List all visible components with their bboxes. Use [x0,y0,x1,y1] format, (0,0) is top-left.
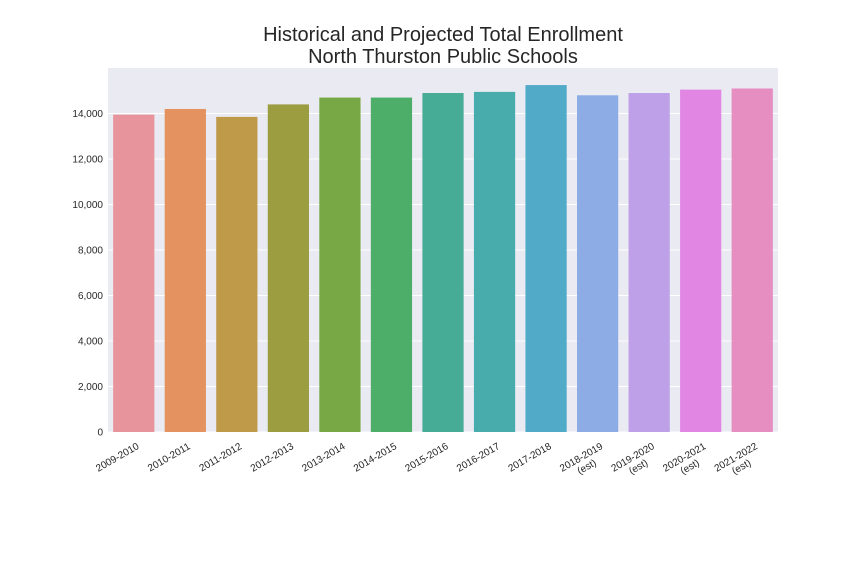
bar [370,97,413,432]
svg-text:2018-2019(est): 2018-2019(est) [558,441,611,484]
x-tick-label: 2018-2019(est) [558,441,611,484]
bar [577,95,619,433]
bar [731,88,773,432]
chart-title-line-2: North Thurston Public Schools [308,46,578,68]
svg-text:2019-2020(est): 2019-2020(est) [610,441,663,484]
y-tick-label: 6,000 [78,291,103,302]
svg-text:2009-2010: 2009-2010 [94,441,141,475]
x-tick-label: 2014-2015 [352,441,399,475]
svg-text:2015-2016: 2015-2016 [404,441,451,475]
bar [267,104,309,433]
bar [164,108,206,432]
chart-title-line-1: Historical and Projected Total Enrollmen… [263,24,623,46]
bar [525,85,567,432]
bar [113,114,155,432]
x-tick-label: 2009-2010 [94,441,141,475]
x-tick-label: 2016-2017 [455,441,502,475]
svg-text:2010-2011: 2010-2011 [146,441,193,474]
x-tick-label: 2013-2014 [300,441,347,475]
bar [473,91,516,432]
svg-text:2016-2017: 2016-2017 [455,441,502,475]
svg-text:2012-2013: 2012-2013 [249,441,296,475]
bar [422,93,464,433]
bar [319,97,361,432]
y-tick-label: 8,000 [78,246,103,257]
x-axis-ticks: 2009-2010 2010-2011 2011-2012 2012-2013 2013… [94,441,766,484]
y-tick-label: 12,000 [72,155,103,166]
bar [216,116,258,432]
svg-text:2021-2022(est): 2021-2022(est) [713,441,766,484]
y-tick-label: 4,000 [78,337,103,348]
x-tick-label: 2020-2021(est) [661,441,714,484]
x-tick-label: 2017-2018 [507,441,554,475]
svg-text:2020-2021(est): 2020-2021(est) [661,441,714,484]
svg-text:2013-2014: 2013-2014 [300,441,347,475]
bars [113,85,773,433]
y-tick-label: 2,000 [78,382,103,393]
svg-text:2017-2018: 2017-2018 [507,441,554,475]
x-tick-label: 2012-2013 [249,441,296,475]
x-tick-label: 2010-2011 [146,441,193,474]
y-tick-label: 0 [97,428,103,439]
bar [628,93,670,433]
x-tick-label: 2021-2022(est) [713,441,766,484]
svg-text:2014-2015: 2014-2015 [352,441,399,475]
x-tick-label: 2019-2020(est) [610,441,663,484]
x-tick-label: 2011-2012 [198,441,245,474]
x-tick-label: 2015-2016 [404,441,451,475]
svg-text:2011-2012: 2011-2012 [198,441,245,474]
y-tick-label: 10,000 [72,200,103,211]
bar [680,89,722,433]
y-tick-label: 14,000 [72,109,103,120]
y-axis-ticks: 0 2,000 4,000 6,000 8,000 10,000 12,000 14,000 [72,109,103,439]
